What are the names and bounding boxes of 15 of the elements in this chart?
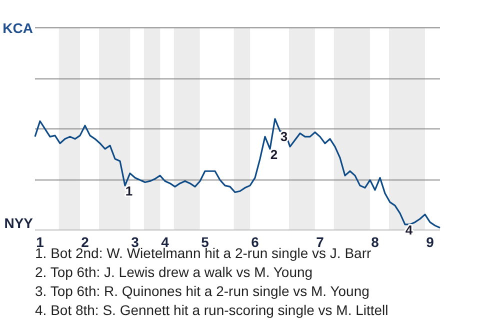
text: 3. Top 6th: R. Quinones hit a 2-run single vs M. Young	[35, 283, 370, 299]
annotation: 1	[125, 184, 133, 199]
x-tick-label: 4	[161, 234, 170, 250]
text: 2. Top 6th: J. Lewis drew a walk vs M. Young	[35, 264, 313, 280]
text: NYY	[4, 215, 34, 231]
x-tick-label: 2	[81, 234, 90, 250]
annotation: 2	[270, 146, 278, 162]
text: KCA	[2, 20, 33, 36]
x-tick-label: 8	[371, 234, 380, 250]
x-tick-label: 9	[426, 234, 434, 250]
x-tick-label: 5	[201, 234, 210, 250]
x-tick-label: 6	[251, 234, 260, 250]
annotation: 4	[405, 222, 414, 238]
x-tick-label: 7	[316, 234, 324, 250]
text: 4. Bot 8th: S. Gennett hit a run-scoring single vs M. Littell	[35, 302, 388, 318]
